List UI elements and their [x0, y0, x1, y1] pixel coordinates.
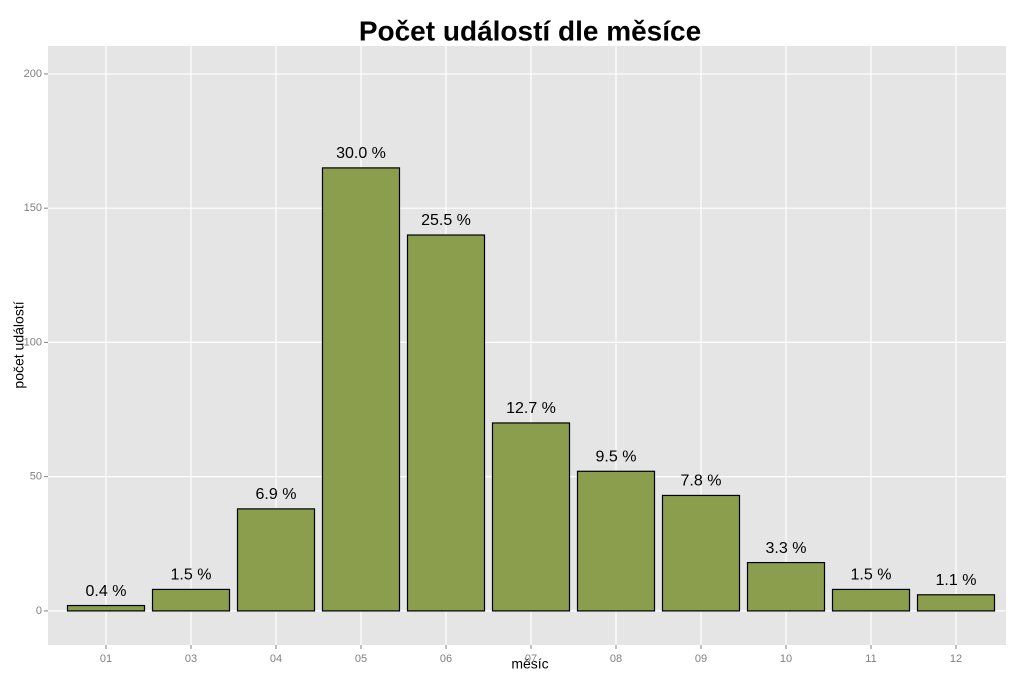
x-tick-label: 07 — [525, 653, 537, 665]
x-tick-label: 03 — [185, 653, 197, 665]
y-axis-label: počet událostí — [11, 301, 27, 388]
bar — [66, 604, 146, 612]
bar-label: 6.9 % — [256, 486, 297, 503]
x-tick-label: 08 — [610, 653, 622, 665]
bar — [576, 470, 656, 612]
y-tick-label: 200 — [24, 68, 42, 80]
y-tick-label: 150 — [24, 202, 42, 214]
y-tick-label: 100 — [24, 336, 42, 348]
x-tick-label: 01 — [100, 653, 112, 665]
x-tick-label: 06 — [440, 653, 452, 665]
bar-label: 30.0 % — [336, 145, 386, 162]
bar — [406, 234, 486, 612]
y-tick-label: 0 — [36, 605, 42, 617]
bar — [746, 561, 826, 612]
bar-label: 12.7 % — [506, 400, 556, 417]
x-tick-label: 09 — [695, 653, 707, 665]
bar-label: 9.5 % — [596, 449, 637, 466]
bar-label: 7.8 % — [681, 473, 722, 490]
bar — [916, 594, 996, 612]
x-tick-label: 04 — [270, 653, 282, 665]
x-axis-label: měsíc — [511, 656, 548, 672]
bar — [321, 167, 401, 612]
bar — [661, 494, 741, 612]
x-tick-label: 10 — [780, 653, 792, 665]
x-tick-label: 05 — [355, 653, 367, 665]
bar — [831, 588, 911, 612]
bar — [236, 508, 316, 612]
bar-label: 25.5 % — [421, 212, 471, 229]
chart-title: Počet událostí dle měsíce — [359, 15, 701, 46]
bar-label: 1.5 % — [171, 567, 212, 584]
y-tick-label: 50 — [30, 471, 42, 483]
x-tick-label: 11 — [865, 653, 876, 665]
bar-label: 0.4 % — [86, 583, 127, 600]
bar — [151, 588, 231, 612]
bar — [491, 422, 571, 612]
bar-label: 3.3 % — [766, 540, 807, 557]
bar-label: 1.1 % — [936, 572, 977, 589]
bar-label: 1.5 % — [851, 567, 892, 584]
x-tick-label: 12 — [950, 653, 962, 665]
